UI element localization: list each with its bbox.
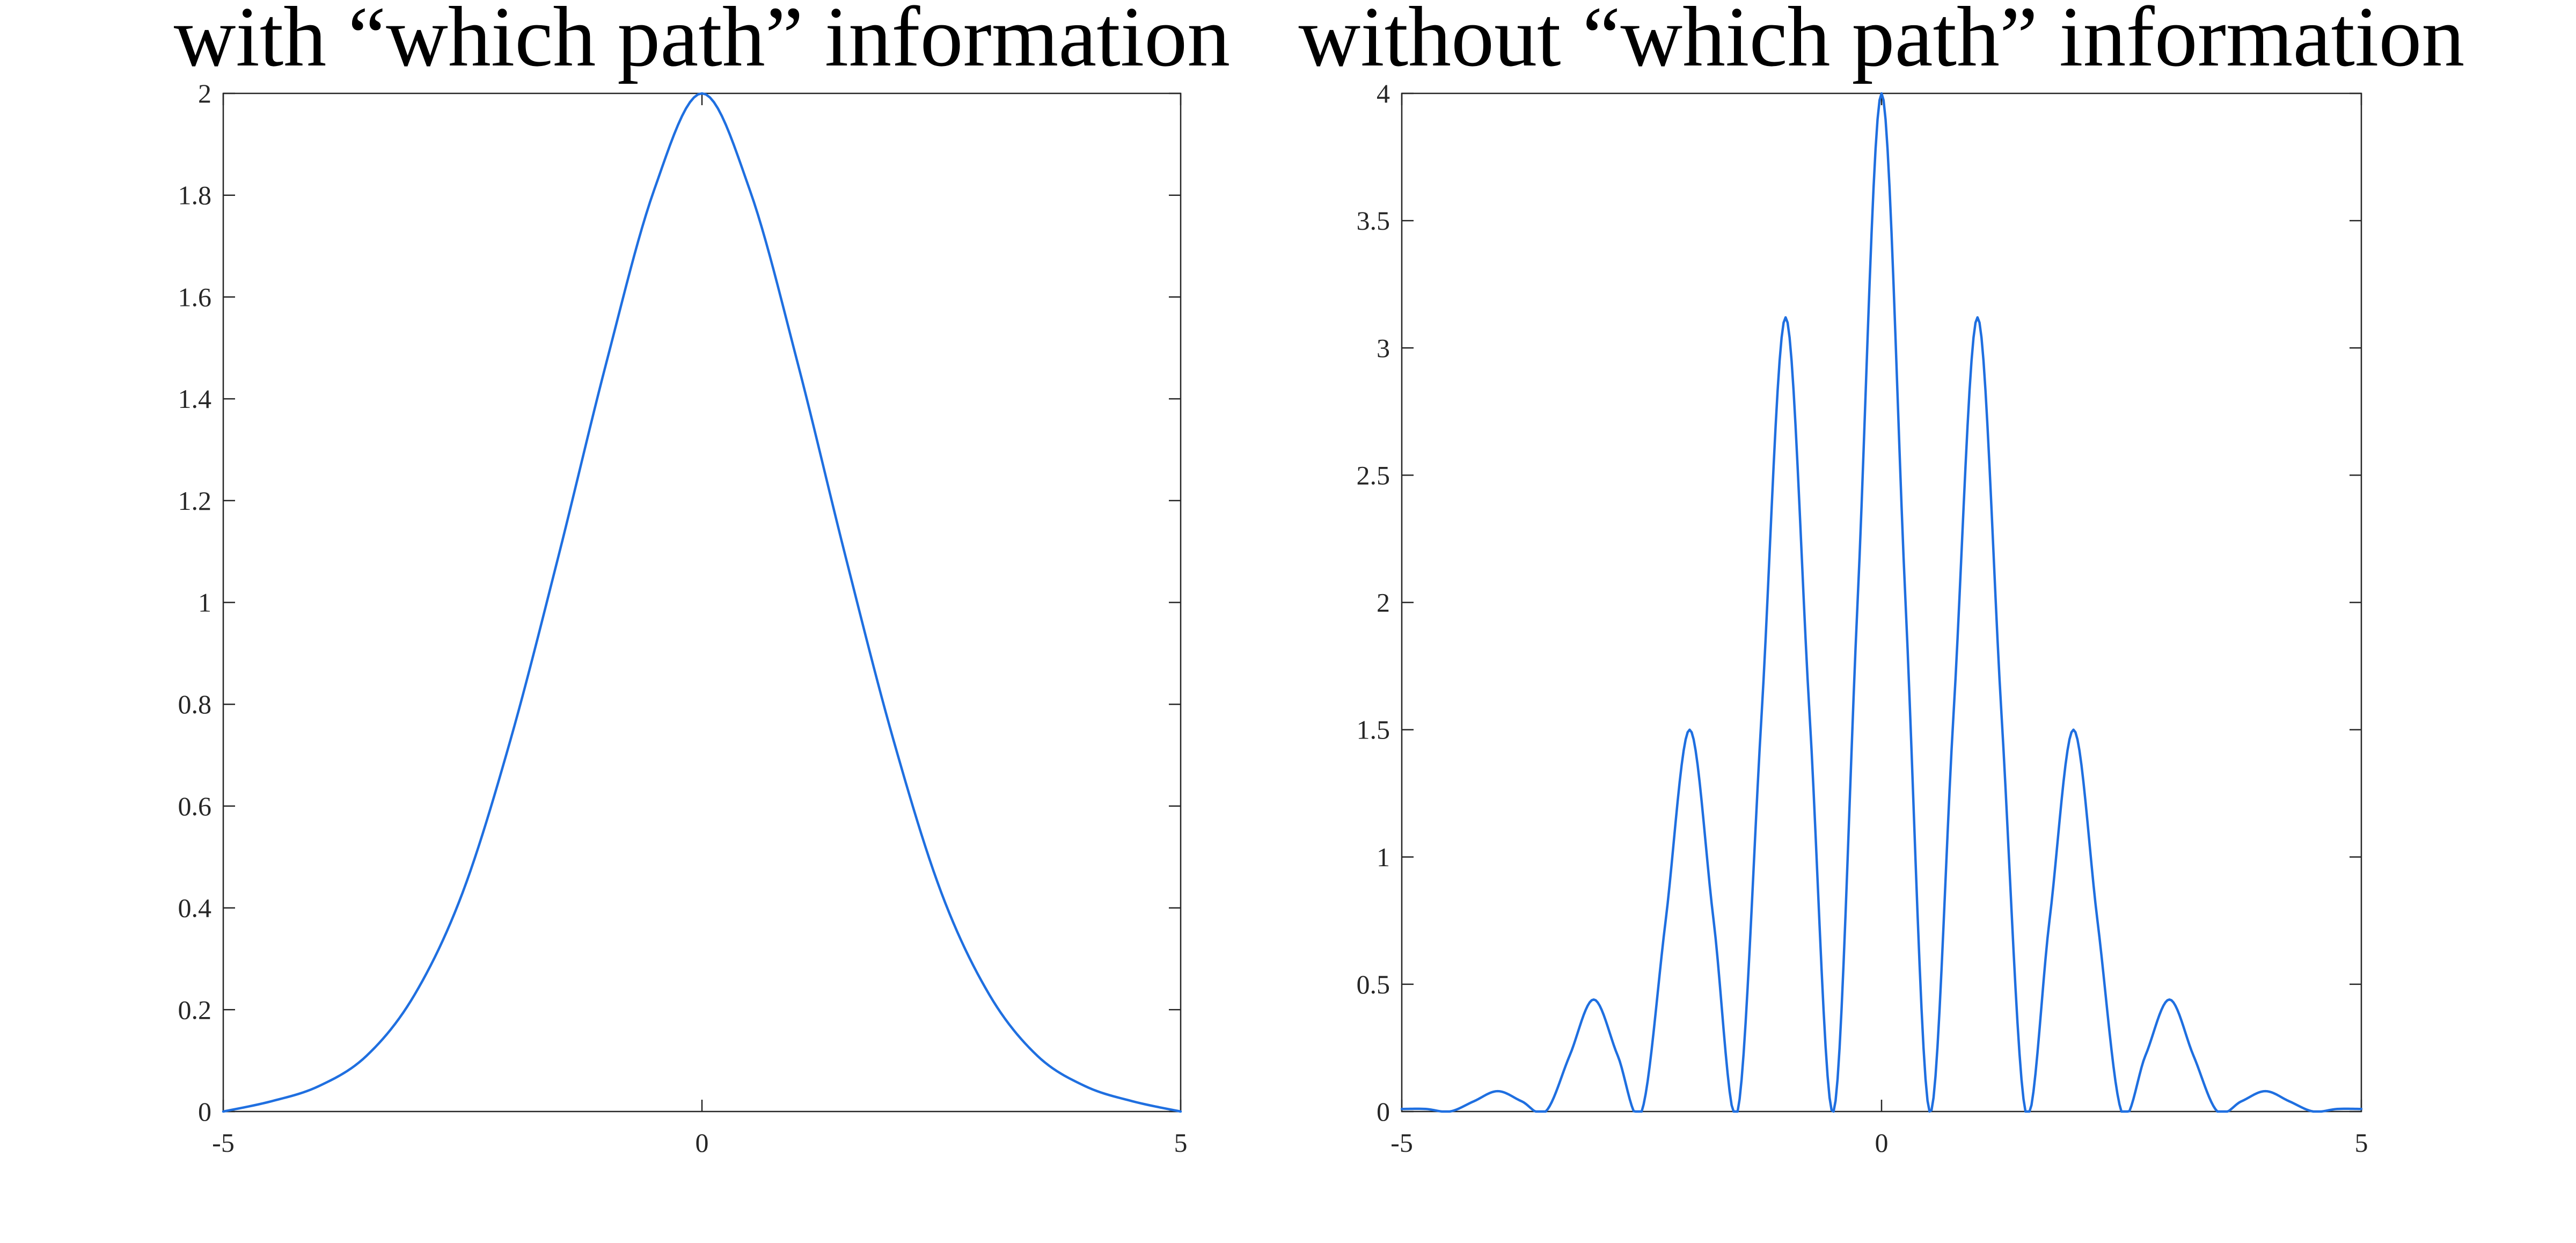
y-tick-label: 2 xyxy=(1377,588,1390,618)
y-tick-label: 0.5 xyxy=(1357,969,1391,999)
y-tick-label: 3 xyxy=(1377,333,1390,363)
y-tick-label: 0.6 xyxy=(178,791,212,821)
y-tick-label: 3.5 xyxy=(1357,206,1391,236)
y-tick-label: 1.8 xyxy=(178,180,212,210)
y-tick-label: 0.8 xyxy=(178,689,212,719)
y-tick-label: 0 xyxy=(198,1096,211,1127)
y-tick-label: 1.4 xyxy=(178,384,212,414)
y-tick-label: 2.5 xyxy=(1357,460,1391,490)
y-tick-label: 1 xyxy=(198,588,211,618)
x-tick-label: 0 xyxy=(696,1128,709,1158)
y-tick-label: 0 xyxy=(1377,1096,1390,1127)
plot-area xyxy=(1401,92,2362,1113)
chart-title: with “which path” information xyxy=(174,0,1230,84)
left-chart: with “which path” information 0 0.2 0.4 0.6 0… xyxy=(174,0,1230,1158)
y-tick-label: 0.4 xyxy=(178,893,212,923)
x-tick-label: 0 xyxy=(1875,1128,1889,1158)
series-line xyxy=(1400,92,2363,1113)
right-chart: without “which path” information 0 0.5 1 1.5… xyxy=(1299,0,2465,1158)
y-tick-label: 1.2 xyxy=(178,486,212,516)
y-tick-label: 1 xyxy=(1377,842,1390,872)
plot-area xyxy=(222,92,1182,1113)
y-tick-label: 2 xyxy=(198,78,211,108)
x-tick-label: -5 xyxy=(1391,1128,1413,1158)
y-tick-label: 0.2 xyxy=(178,995,212,1025)
chart-title: without “which path” information xyxy=(1299,0,2465,84)
x-tick-label: 5 xyxy=(1174,1128,1188,1158)
series-line xyxy=(222,92,1182,1113)
y-tick-label: 1.5 xyxy=(1357,715,1391,745)
y-tick-label: 4 xyxy=(1377,78,1390,108)
x-tick-label: -5 xyxy=(212,1128,235,1158)
y-tick-label: 1.6 xyxy=(178,282,212,312)
x-tick-label: 5 xyxy=(2355,1128,2368,1158)
